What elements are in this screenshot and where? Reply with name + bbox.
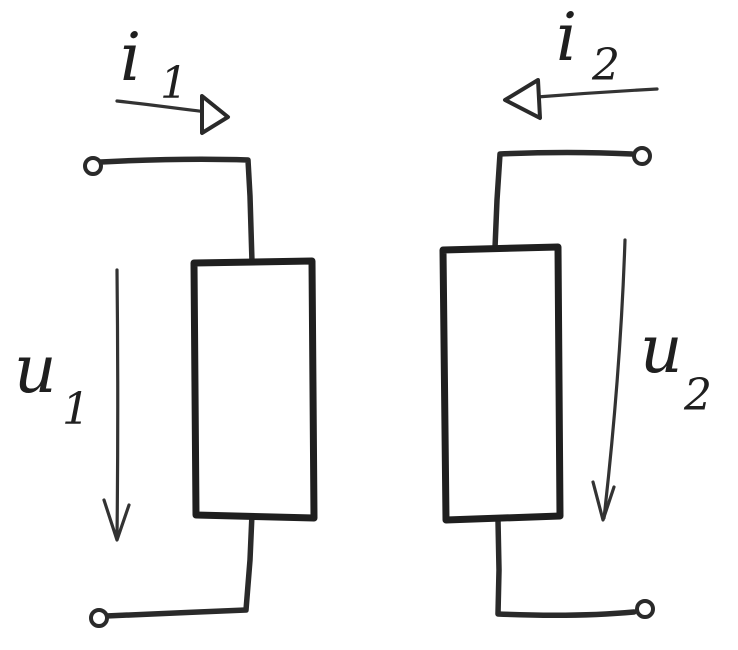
left-voltage-arrow-line (115, 268, 120, 540)
right-bottom-terminal (635, 599, 655, 619)
left-voltage-arrow-head (102, 498, 131, 542)
right-current-arrow-line (535, 87, 659, 99)
left-current-arrow-line (115, 99, 208, 114)
right-port: i 2 u 2 (439, 0, 712, 619)
left-current-index: 1 (160, 58, 188, 109)
right-top-wire (492, 149, 635, 251)
right-current-symbol: i (556, 0, 577, 76)
right-resistor (439, 243, 564, 524)
right-voltage-arrow-head (591, 480, 616, 522)
left-top-terminal (83, 156, 103, 176)
right-top-terminal (632, 146, 652, 166)
right-voltage-arrow-line (602, 238, 627, 520)
right-voltage-index: 2 (683, 370, 712, 421)
left-bottom-wire (103, 511, 255, 619)
right-current-arrow-head (503, 78, 542, 120)
right-voltage-symbol: u (640, 311, 683, 388)
left-bottom-terminal (89, 608, 109, 628)
right-current-index: 2 (591, 40, 620, 91)
left-top-wire (98, 156, 255, 265)
left-port: i 1 u 1 (14, 19, 318, 628)
left-current-symbol: i (120, 19, 141, 96)
left-resistor (190, 257, 318, 522)
left-current-arrow-head (200, 94, 230, 135)
left-voltage-index: 1 (62, 384, 90, 435)
left-voltage-symbol: u (14, 331, 57, 408)
right-bottom-wire (495, 517, 637, 619)
